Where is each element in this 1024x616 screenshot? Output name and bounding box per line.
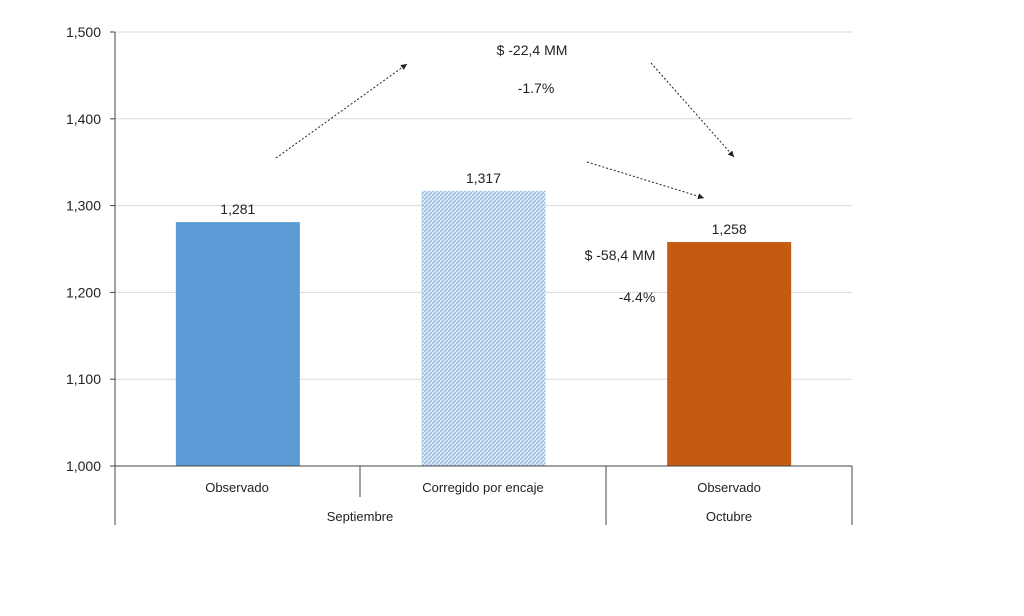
arrow-up-to-correction: [275, 63, 408, 159]
bars: [175, 190, 792, 466]
annotation-side-amount: $ -58,4 MM: [585, 247, 656, 263]
bar-0: [175, 222, 300, 466]
y-tick-label: 1,200: [66, 284, 101, 300]
arrow-down-to-october: [650, 62, 735, 158]
y-tick-label: 1,100: [66, 371, 101, 387]
annotation-top-amount: $ -22,4 MM: [497, 42, 568, 58]
category-label-corregido: Corregido por encaje: [422, 480, 543, 495]
annotation-side-pct: -4.4%: [619, 289, 656, 305]
data-label-0: 1,281: [220, 201, 255, 217]
arrow-correction-to-october: [586, 161, 705, 200]
bar-2: [667, 242, 792, 466]
group-label-octubre: Octubre: [706, 509, 752, 524]
annotation-top-pct: -1.7%: [518, 80, 555, 96]
data-label-1: 1,317: [466, 170, 501, 186]
y-tick-label: 1,400: [66, 111, 101, 127]
data-labels: 1,281 1,317 1,258: [220, 170, 747, 237]
y-tick-label: 1,500: [66, 24, 101, 40]
y-tick-labels: 1,000 1,100 1,200 1,300 1,400 1,500: [66, 24, 115, 474]
bar-1: [421, 190, 546, 466]
group-label-septiembre: Septiembre: [327, 509, 393, 524]
data-label-2: 1,258: [712, 221, 747, 237]
category-label-observado-oct: Observado: [697, 480, 761, 495]
y-tick-label: 1,000: [66, 458, 101, 474]
category-label-observado-sep: Observado: [205, 480, 269, 495]
y-tick-label: 1,300: [66, 198, 101, 214]
